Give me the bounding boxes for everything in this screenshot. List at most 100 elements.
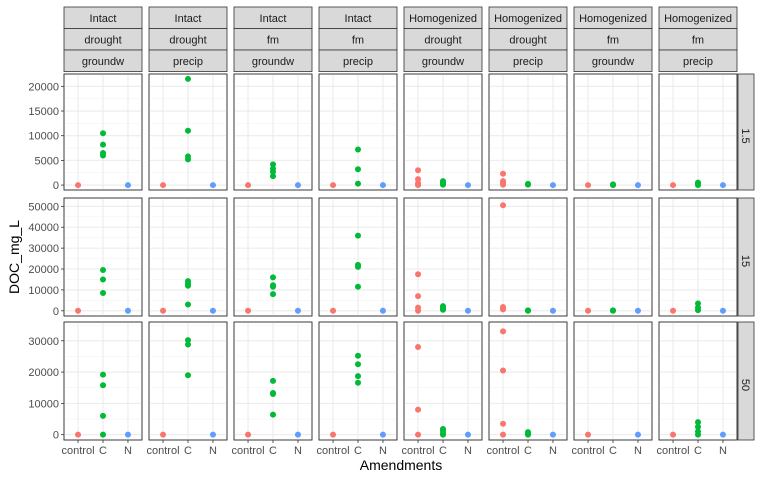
x-tick-label: N — [464, 445, 472, 457]
data-point-n — [209, 307, 216, 314]
row-strip — [737, 73, 755, 191]
data-point-c — [100, 431, 106, 438]
y-tick-label: 40000 — [28, 222, 59, 234]
facet-panel-border — [148, 197, 228, 317]
data-point-c — [100, 290, 106, 297]
data-point-n — [719, 431, 726, 438]
data-point-n — [209, 182, 216, 189]
x-tick-label: N — [209, 445, 217, 457]
x-tick-label: control — [572, 445, 605, 457]
data-point-control — [330, 431, 337, 438]
facet-strip — [658, 49, 738, 72]
x-axis-title: Amendments — [360, 457, 442, 473]
facet-strip-label: Homogenized — [494, 13, 562, 25]
data-point-control — [585, 307, 592, 314]
facet-panel-border — [658, 197, 738, 317]
data-point-control — [415, 167, 422, 174]
x-tick-label: C — [269, 445, 277, 457]
x-tick-label: C — [524, 445, 532, 457]
data-point-c — [355, 352, 361, 359]
facet-strip-label: Homogenized — [409, 13, 477, 25]
facet-panel-border — [233, 73, 313, 191]
y-tick-label: 10000 — [28, 131, 59, 143]
data-point-c — [100, 130, 106, 137]
facet-panel-border — [63, 73, 143, 191]
data-point-c — [695, 419, 701, 426]
data-point-control — [330, 307, 337, 314]
x-tick-label: N — [379, 445, 387, 457]
data-point-control — [160, 307, 167, 314]
facet-strip — [148, 49, 228, 72]
facet-strip-label: drought — [84, 34, 121, 46]
data-point-c — [270, 165, 276, 172]
facet-panel-border — [148, 73, 228, 191]
data-point-n — [379, 431, 386, 438]
data-point-control — [415, 304, 422, 311]
data-point-c — [440, 178, 446, 185]
facet-panel-border — [488, 73, 568, 191]
data-point-c — [525, 180, 531, 187]
data-point-c — [355, 379, 361, 386]
data-point-c — [100, 149, 106, 156]
data-point-c — [695, 423, 701, 430]
facet-strip-label: precip — [513, 56, 543, 68]
data-point-n — [124, 307, 131, 314]
facet-panel-border — [658, 73, 738, 191]
data-point-c — [100, 141, 106, 148]
data-point-control — [415, 344, 422, 351]
data-point-n — [294, 431, 301, 438]
facet-strip-label: drought — [509, 34, 546, 46]
facet-strip-label: precip — [173, 56, 203, 68]
x-tick-label: N — [124, 445, 132, 457]
data-point-control — [160, 431, 167, 438]
data-point-n — [634, 431, 641, 438]
data-point-c — [270, 274, 276, 281]
facet-strip-label: Homogenized — [579, 13, 647, 25]
data-point-c — [100, 267, 106, 274]
data-point-c — [185, 301, 191, 308]
data-point-control — [415, 176, 422, 183]
data-point-c — [695, 428, 701, 435]
data-point-c — [100, 412, 106, 419]
facet-strip-label: fm — [267, 34, 279, 46]
data-point-c — [440, 303, 446, 310]
x-tick-label: N — [719, 445, 727, 457]
y-tick-label: 10000 — [28, 398, 59, 410]
data-point-c — [525, 429, 531, 436]
y-tick-label: 20000 — [28, 264, 59, 276]
facet-strip-label: Intact — [345, 13, 372, 25]
facet-strip-label: groundw — [252, 56, 294, 68]
data-point-control — [160, 182, 167, 189]
data-point-c — [610, 181, 616, 188]
data-point-control — [500, 202, 507, 209]
x-tick-label: N — [549, 445, 557, 457]
facet-strip-label: Homogenized — [664, 13, 732, 25]
x-tick-label: C — [609, 445, 617, 457]
facet-strip — [573, 49, 653, 72]
facet-panel-border — [573, 197, 653, 317]
data-point-c — [270, 173, 276, 180]
data-point-n — [464, 182, 471, 189]
data-point-c — [185, 372, 191, 379]
x-tick-label: C — [99, 445, 107, 457]
data-point-c — [695, 179, 701, 186]
facet-panel-border — [233, 197, 313, 317]
facet-strip — [488, 49, 568, 72]
data-point-c — [355, 232, 361, 239]
data-point-c — [185, 127, 191, 134]
data-point-control — [500, 328, 507, 335]
x-tick-label: control — [62, 445, 95, 457]
data-point-c — [270, 377, 276, 384]
row-strip-label: 15 — [739, 255, 751, 267]
data-point-control — [245, 182, 252, 189]
facet-strip-label: Intact — [260, 13, 287, 25]
facet-panel-border — [573, 73, 653, 191]
data-point-control — [245, 307, 252, 314]
x-tick-label: control — [147, 445, 180, 457]
data-point-c — [270, 291, 276, 298]
y-tick-label: 0 — [53, 180, 59, 192]
data-point-control — [500, 367, 507, 374]
facet-panel-border — [318, 197, 398, 317]
data-point-n — [549, 431, 556, 438]
